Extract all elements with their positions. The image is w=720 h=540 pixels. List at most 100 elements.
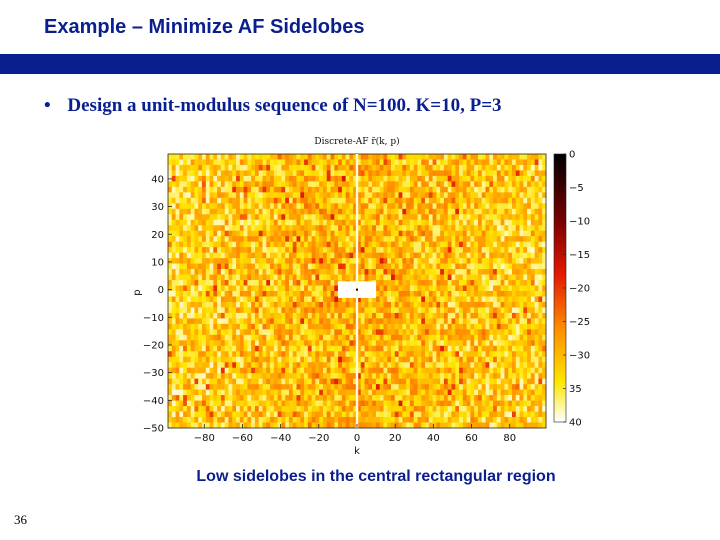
heatmap-cell (519, 159, 524, 166)
heatmap-cell (489, 258, 494, 264)
heatmap-cell (451, 192, 456, 199)
heatmap-cell (500, 356, 505, 363)
heatmap-cell (338, 247, 343, 253)
heatmap-cell (179, 186, 184, 193)
heatmap-cell (447, 307, 452, 314)
heatmap-cell (379, 274, 384, 281)
heatmap-cell (493, 329, 498, 336)
heatmap-cell (489, 307, 494, 314)
heatmap-cell (534, 362, 539, 369)
heatmap-cell (217, 225, 222, 232)
heatmap-cell (292, 373, 297, 379)
heatmap-cell (421, 411, 426, 418)
heatmap-cell (254, 345, 260, 352)
heatmap-cell (288, 175, 294, 182)
heatmap-cell (194, 164, 199, 171)
heatmap-cell (311, 252, 316, 259)
heatmap-cell (474, 280, 479, 286)
heatmap-cell (455, 203, 460, 210)
heatmap-cell (205, 186, 210, 193)
heatmap-cell (462, 395, 467, 401)
heatmap-cell (462, 285, 467, 292)
heatmap-cell (413, 252, 418, 259)
heatmap-cell (368, 208, 373, 215)
heatmap-cell (190, 400, 195, 407)
heatmap-cell (292, 225, 297, 232)
heatmap-cell (171, 159, 176, 166)
heatmap-cell (428, 384, 433, 390)
heatmap-cell (220, 285, 225, 292)
heatmap-cell (508, 208, 513, 215)
heatmap-cell (341, 164, 346, 171)
heatmap-cell (179, 301, 184, 308)
heatmap-cell (387, 241, 392, 248)
heatmap-cell (334, 318, 339, 325)
heatmap-cell (504, 203, 509, 210)
heatmap-cell (353, 236, 358, 242)
heatmap-cell (493, 208, 498, 215)
heatmap-cell (485, 285, 490, 292)
heatmap-cell (220, 170, 225, 177)
heatmap-cell (262, 384, 267, 390)
heatmap-cell (183, 230, 188, 237)
heatmap-cell (213, 181, 218, 188)
heatmap-cell (372, 395, 377, 401)
heatmap-cell (338, 225, 343, 232)
heatmap-cell (228, 208, 233, 215)
heatmap-cell (266, 252, 271, 259)
heatmap-cell (194, 192, 199, 199)
heatmap-cell (485, 258, 490, 264)
heatmap-cell (508, 285, 513, 292)
heatmap-cell (477, 384, 483, 390)
heatmap-cell (387, 181, 392, 188)
heatmap-cell (466, 170, 471, 177)
heatmap-cell (266, 417, 271, 423)
heatmap-cell (186, 389, 191, 396)
heatmap-cell (391, 312, 396, 319)
heatmap-cell (413, 154, 418, 160)
heatmap-cell (504, 236, 509, 242)
heatmap-cell (421, 247, 426, 253)
heatmap-cell (247, 274, 252, 281)
heatmap-cell (375, 334, 380, 341)
heatmap-cell (409, 236, 414, 242)
heatmap-cell (538, 208, 543, 215)
heatmap-cell (538, 340, 543, 347)
heatmap-cell (338, 362, 343, 369)
heatmap-cell (527, 203, 532, 210)
heatmap-cell (406, 214, 411, 221)
heatmap-cell (285, 373, 290, 379)
heatmap-cell (527, 362, 532, 369)
heatmap-cell (209, 219, 214, 226)
heatmap-cell (440, 400, 445, 407)
heatmap-cell (398, 395, 403, 401)
heatmap-cell (304, 280, 309, 286)
heatmap-cell (406, 312, 411, 319)
heatmap-cell (432, 417, 437, 423)
heatmap-cell (285, 400, 290, 407)
heatmap-cell (428, 389, 433, 396)
heatmap-cell (474, 181, 479, 188)
heatmap-cell (311, 312, 316, 319)
heatmap-cell (379, 329, 384, 336)
heatmap-cell (353, 340, 358, 347)
heatmap-cell (357, 417, 362, 423)
heatmap-cell (179, 170, 184, 177)
heatmap-cell (466, 291, 471, 297)
heatmap-cell (372, 236, 377, 242)
heatmap-cell (493, 362, 498, 369)
heatmap-cell (436, 186, 441, 193)
heatmap-cell (534, 307, 539, 314)
heatmap-cell (251, 334, 256, 341)
heatmap-cell (527, 219, 532, 226)
heatmap-cell (485, 164, 490, 171)
heatmap-cell (175, 285, 180, 292)
heatmap-cell (413, 345, 418, 352)
heatmap-cell (258, 323, 263, 330)
heatmap-cell (372, 400, 377, 407)
heatmap-cell (470, 164, 475, 171)
heatmap-cell (236, 329, 241, 336)
heatmap-cell (534, 175, 539, 182)
heatmap-cell (209, 389, 214, 396)
heatmap-cell (288, 192, 294, 199)
